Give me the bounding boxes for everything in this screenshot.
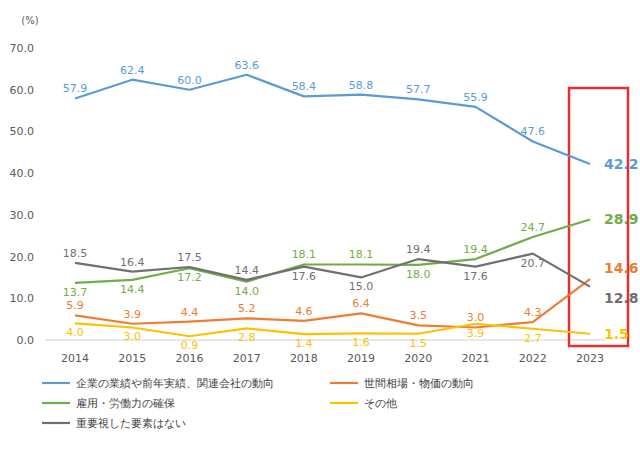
y-tick: [38, 340, 41, 341]
data-label: 3.0: [123, 330, 141, 343]
data-label: 57.9: [63, 82, 88, 95]
series-line: [75, 254, 590, 287]
data-label: 5.9: [66, 299, 84, 312]
x-tick-label: 2023: [576, 352, 604, 365]
x-tick-label: 2017: [233, 352, 261, 365]
x-tick-label: 2014: [61, 352, 89, 365]
y-tick: [38, 173, 41, 174]
data-label: 4.6: [295, 305, 313, 318]
data-label: 14.4: [120, 283, 145, 296]
data-label: 1.5: [410, 337, 428, 350]
data-label: 19.4: [463, 243, 488, 256]
data-label: 2.7: [524, 332, 542, 345]
legend-label: その他: [364, 397, 397, 410]
y-axis-label: (%): [21, 15, 38, 26]
series-line: [75, 219, 590, 282]
y-tick-label: 10.0: [10, 292, 35, 305]
legend-label: 重要視した要素はない: [76, 417, 186, 430]
y-tick-label: 0.0: [17, 334, 35, 347]
data-label: 4.0: [66, 326, 84, 339]
x-tick-label: 2022: [519, 352, 547, 365]
data-label: 24.7: [521, 221, 546, 234]
y-tick: [38, 48, 41, 49]
legend-swatch: [330, 382, 358, 384]
y-tick-label: 50.0: [10, 125, 35, 138]
legend-swatch: [42, 382, 70, 384]
y-tick: [38, 298, 41, 299]
data-label: 2.8: [238, 331, 256, 344]
data-label: 55.9: [463, 91, 488, 104]
data-label: 1.6: [352, 336, 370, 349]
data-label: 13.7: [63, 286, 88, 299]
series-line: [75, 279, 590, 327]
data-label: 17.5: [177, 251, 202, 264]
data-label: 63.6: [234, 59, 259, 72]
data-label: 1.5: [604, 326, 629, 342]
legend-label: 企業の業績や前年実績、関連会社の動向: [76, 377, 274, 390]
data-label: 60.0: [177, 74, 202, 87]
x-tick-label: 2018: [290, 352, 318, 365]
y-tick: [38, 89, 41, 90]
legend-swatch: [42, 422, 70, 424]
data-label: 58.8: [349, 79, 374, 92]
data-label: 18.1: [292, 248, 317, 261]
series-line: [75, 75, 590, 164]
data-label: 3.9: [467, 327, 485, 340]
data-label: 18.1: [349, 248, 374, 261]
x-tick-label: 2019: [347, 352, 375, 365]
series-line: [75, 323, 590, 336]
data-label: 57.7: [406, 83, 431, 96]
data-label: 5.2: [238, 302, 256, 315]
data-label: 18.0: [406, 268, 431, 281]
plot-area: [75, 75, 590, 337]
x-tick-label: 2021: [462, 352, 490, 365]
data-label: 47.6: [521, 125, 546, 138]
data-label: 16.4: [120, 256, 145, 269]
data-label: 58.4: [292, 80, 317, 93]
y-tick: [38, 214, 41, 215]
legend-label: 世間相場・物価の動向: [364, 377, 474, 390]
x-tick-label: 2016: [175, 352, 203, 365]
y-tick-label: 20.0: [10, 251, 35, 264]
data-label: 14.6: [604, 260, 639, 276]
data-label: 1.4: [295, 337, 313, 350]
y-tick: [38, 256, 41, 257]
y-tick: [38, 131, 41, 132]
data-label: 0.9: [181, 339, 199, 352]
legend-swatch: [330, 402, 358, 404]
data-label: 19.4: [406, 243, 431, 256]
data-label: 6.4: [352, 297, 370, 310]
data-label: 3.5: [410, 309, 428, 322]
data-label: 18.5: [63, 247, 88, 260]
legend-label: 雇用・労働力の確保: [76, 397, 175, 410]
data-label: 28.9: [604, 211, 639, 227]
y-tick-label: 70.0: [10, 42, 35, 55]
y-tick-label: 30.0: [10, 209, 35, 222]
data-label: 3.9: [123, 308, 141, 321]
x-tick-label: 2015: [118, 352, 146, 365]
data-label: 17.6: [292, 270, 317, 283]
data-label: 14.0: [234, 285, 259, 298]
legend-swatch: [42, 402, 70, 404]
x-tick-label: 2020: [404, 352, 432, 365]
data-label: 17.2: [177, 271, 202, 284]
data-label: 14.4: [234, 264, 259, 277]
chart: (%) 0.0 10.0 20.0 30.0 40.0 50.0 60.0 70.0 2014 20…: [0, 0, 640, 453]
data-label: 42.2: [604, 156, 639, 172]
y-tick-label: 60.0: [10, 84, 35, 97]
y-tick-label: 40.0: [10, 167, 35, 180]
data-label: 17.6: [463, 270, 488, 283]
data-label: 3.0: [467, 311, 485, 324]
data-label: 15.0: [349, 280, 374, 293]
data-label: 4.4: [181, 306, 199, 319]
data-label: 20.7: [521, 257, 546, 270]
data-label: 4.3: [524, 306, 542, 319]
data-label: 12.8: [604, 290, 639, 306]
data-label: 62.4: [120, 64, 145, 77]
